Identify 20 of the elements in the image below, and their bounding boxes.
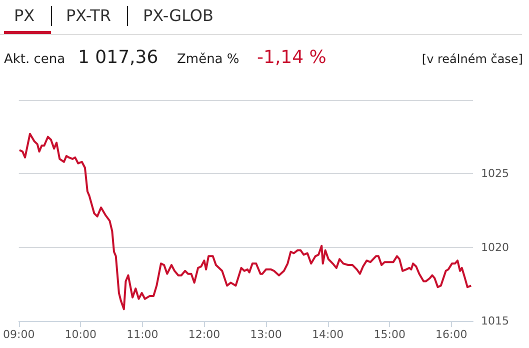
text: Akt. cena	[4, 52, 66, 67]
x-tick-label: 16:00	[436, 328, 468, 341]
y-tick-label: 1020	[481, 240, 509, 254]
x-tick-label: 11:00	[126, 328, 158, 341]
text: PX-TR	[66, 6, 112, 25]
text: Změna %	[177, 52, 240, 67]
x-tick-label: 14:00	[312, 328, 344, 341]
y-tick-label: 1015	[481, 314, 509, 328]
text: PX-GLOB	[143, 6, 214, 25]
text: 1 017,36	[78, 47, 158, 68]
x-tick-label: 12:00	[188, 328, 220, 341]
x-tick-label: 10:00	[64, 328, 96, 341]
text: PX	[14, 6, 35, 25]
line-series	[18, 132, 472, 310]
text: -1,14 %	[257, 47, 326, 68]
y-tick-label: 1025	[481, 167, 509, 180]
x-tick-label: 15:00	[374, 328, 406, 341]
x-tick-label: 09:00	[3, 328, 35, 341]
text: [v reálném čase]	[422, 52, 523, 66]
x-tick-label: 13:00	[250, 328, 282, 341]
